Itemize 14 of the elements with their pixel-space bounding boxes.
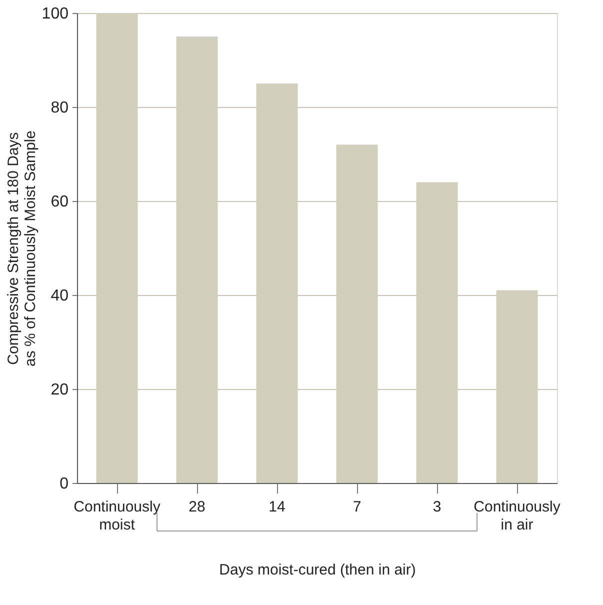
y-tick-label: 100	[42, 6, 69, 22]
y-tick-label: 0	[60, 476, 69, 492]
x-axis-title: Days moist-cured (then in air)	[219, 562, 416, 578]
y-tick-label: 80	[50, 100, 69, 116]
x-tick-label: 7	[352, 498, 362, 516]
x-tick-label: 28	[188, 498, 206, 516]
y-axis-title: Compressive Strength at 180 Days as % of Continuously Moist Sample	[4, 130, 39, 366]
y-tick-label: 40	[50, 288, 69, 304]
x-tick-label: 14	[268, 498, 286, 516]
x-tick-label: Continuously moist	[74, 498, 161, 534]
y-tick-label: 60	[50, 194, 69, 210]
x-tick-label: Continuously in air	[474, 498, 561, 534]
y-tick-label: 20	[50, 382, 69, 398]
x-tick-label: 3	[432, 498, 442, 516]
